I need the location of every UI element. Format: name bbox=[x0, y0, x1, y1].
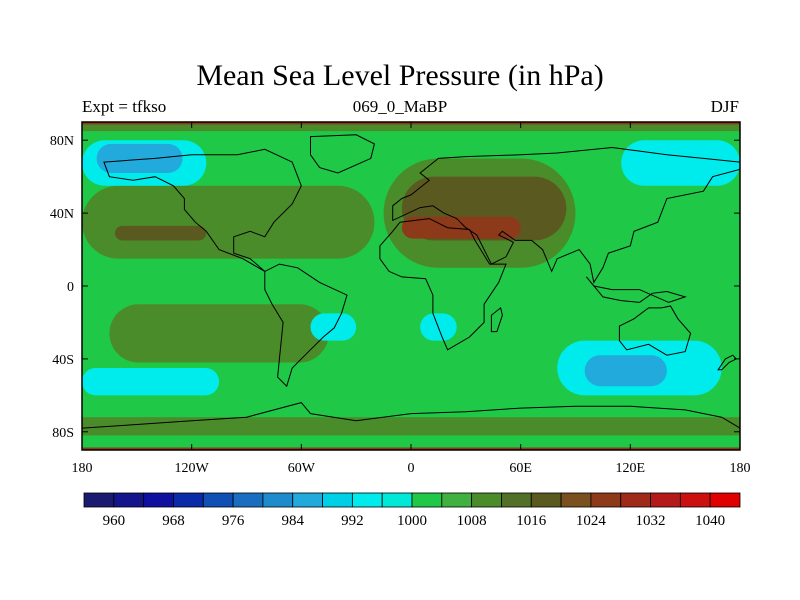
colorbar-label-8: 1024 bbox=[576, 513, 607, 529]
coastline-eurasia bbox=[392, 146, 740, 284]
colorbar-box-2 bbox=[143, 492, 174, 508]
y-tick-label-2: 0 bbox=[67, 280, 74, 295]
colorbar-box-12 bbox=[441, 492, 473, 508]
x-tick-label-3: 0 bbox=[408, 461, 415, 476]
colorbar-label-0: 960 bbox=[103, 513, 126, 529]
colorbar-box-7 bbox=[292, 492, 323, 508]
colorbar-label-1: 968 bbox=[162, 513, 185, 529]
colorbar-box-0 bbox=[83, 492, 115, 508]
colorbar-box-14 bbox=[501, 492, 532, 508]
y-tick-label-1: 40N bbox=[50, 207, 74, 222]
pressure-region-8 bbox=[96, 143, 183, 174]
colorbar-label-3: 984 bbox=[281, 513, 304, 529]
colorbar-box-21 bbox=[709, 492, 741, 508]
colorbar-box-11 bbox=[411, 492, 443, 508]
colorbar-label-6: 1008 bbox=[457, 513, 487, 529]
chart-title: Mean Sea Level Pressure (in hPa) bbox=[196, 59, 604, 92]
pressure-region-3 bbox=[114, 225, 207, 241]
colorbar-box-1 bbox=[113, 492, 145, 508]
y-tick-label-4: 80S bbox=[52, 426, 74, 441]
colorbar-box-13 bbox=[471, 492, 502, 508]
pressure-region-2 bbox=[82, 185, 375, 259]
colorbar-box-15 bbox=[530, 492, 562, 508]
coastline-madagascar bbox=[490, 307, 503, 333]
colorbar-label-9: 1032 bbox=[636, 513, 666, 529]
colorbar-box-9 bbox=[351, 492, 383, 508]
x-tick-label-1: 120W bbox=[175, 461, 210, 476]
coastline-south-america bbox=[264, 263, 348, 388]
colorbar-label-5: 1000 bbox=[397, 513, 427, 529]
colorbar-box-8 bbox=[322, 492, 353, 508]
colorbar-label-4: 992 bbox=[341, 513, 364, 529]
x-tick-label-5: 120E bbox=[616, 461, 646, 476]
coastline-north-america bbox=[103, 148, 302, 272]
colorbar-box-3 bbox=[173, 492, 204, 508]
colorbar-box-10 bbox=[381, 492, 413, 508]
colorbar-box-16 bbox=[560, 492, 592, 508]
coastline-indonesia bbox=[586, 276, 687, 303]
y-tick-label-3: 40S bbox=[52, 353, 74, 368]
colorbar-box-18 bbox=[620, 492, 651, 508]
x-tick-label-2: 60W bbox=[288, 461, 316, 476]
colorbar-box-20 bbox=[679, 492, 711, 508]
x-tick-label-4: 60E bbox=[509, 461, 532, 476]
pressure-region-11 bbox=[82, 417, 740, 436]
experiment-label: Expt = tfkso bbox=[82, 97, 167, 116]
coastline-greenland bbox=[310, 134, 375, 174]
colorbar-box-4 bbox=[202, 492, 234, 508]
pressure-region-15 bbox=[310, 313, 357, 341]
y-tick-label-0: 80N bbox=[50, 134, 74, 149]
pressure-region-10 bbox=[109, 304, 329, 363]
colorbar-box-17 bbox=[590, 492, 622, 508]
x-tick-label-6: 180 bbox=[730, 461, 751, 476]
x-tick-label-0: 180 bbox=[72, 461, 93, 476]
colorbar-box-19 bbox=[650, 492, 681, 508]
colorbar-box-6 bbox=[262, 492, 294, 508]
colorbar-label-7: 1016 bbox=[516, 513, 547, 529]
pressure-region-6 bbox=[401, 216, 521, 239]
time-label: 069_0_MaBP bbox=[352, 97, 448, 116]
coastline-australia bbox=[618, 305, 692, 356]
coastline-antarctica bbox=[82, 402, 740, 450]
season-label: DJF bbox=[710, 97, 739, 116]
colorbar-label-2: 976 bbox=[222, 513, 245, 529]
coastline-africa bbox=[379, 218, 507, 351]
pressure-region-9 bbox=[621, 140, 740, 186]
colorbar-box-5 bbox=[232, 492, 264, 508]
pressure-region-14 bbox=[82, 368, 220, 396]
colorbar-label-10: 1040 bbox=[695, 513, 725, 529]
pressure-region-13 bbox=[584, 355, 667, 387]
